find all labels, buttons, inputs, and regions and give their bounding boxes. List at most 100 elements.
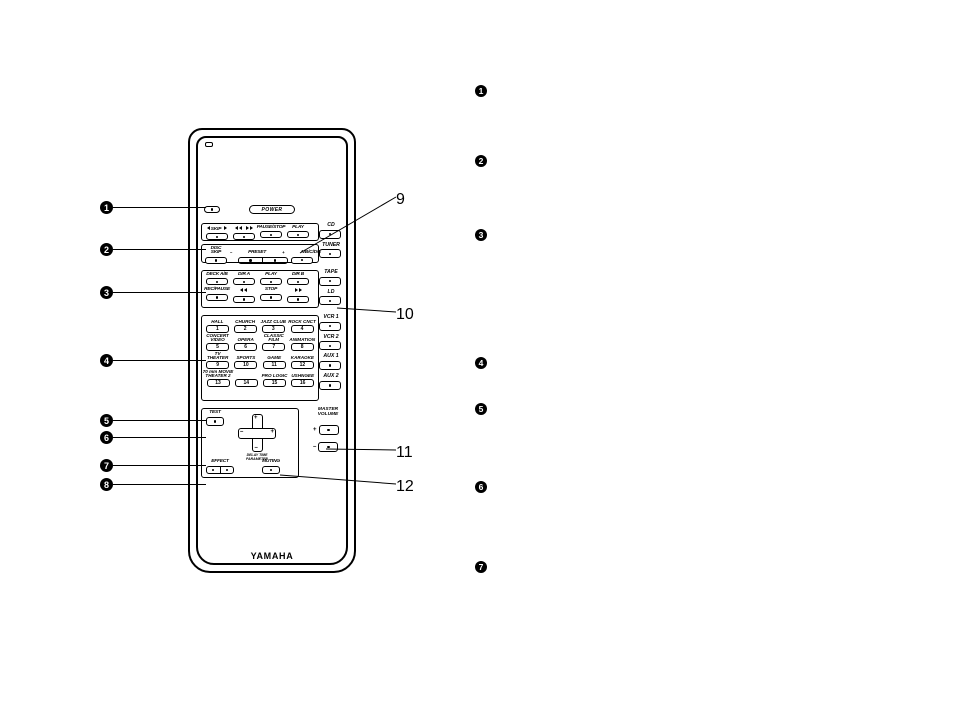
dir-a-button[interactable] xyxy=(233,278,255,285)
dsp-button-6[interactable]: 6 xyxy=(234,343,257,351)
dsp-button-8[interactable]: 8 xyxy=(291,343,314,351)
left-callout-8: 8 xyxy=(100,478,206,491)
dsp-button-15[interactable]: 15 xyxy=(263,379,286,387)
dir-b-label: DIR B xyxy=(292,273,304,278)
volume-down-button[interactable] xyxy=(318,442,338,452)
dpad-plus: + xyxy=(254,415,258,421)
remote-body: POWER SKIP PAUSE/STOP PLAY DISC SKIP – P… xyxy=(188,128,356,573)
effect-button-group xyxy=(206,466,234,474)
search-button[interactable] xyxy=(233,233,255,240)
tape-button[interactable] xyxy=(319,277,341,286)
dsp-label-3-0: 70 mm MOVIE THEATER 2 xyxy=(203,371,234,379)
left-callout-7: 7 xyxy=(100,459,206,472)
callout-number-6: 6 xyxy=(100,431,113,444)
power-row: POWER xyxy=(204,205,340,214)
dsp-side-button-1[interactable] xyxy=(319,341,341,350)
callout-number-3: 3 xyxy=(100,286,113,299)
right-col-callout-7: 7 xyxy=(475,561,487,573)
dsp-button-2[interactable]: 2 xyxy=(234,325,257,333)
dir-a-label: DIR A xyxy=(238,273,250,278)
callout-number-2: 2 xyxy=(100,243,113,256)
right-col-number-2: 2 xyxy=(475,155,487,167)
dsp-button-9[interactable]: 9 xyxy=(206,361,229,369)
cd-label: CD xyxy=(319,223,343,228)
vol-plus-icon: + xyxy=(313,427,317,433)
deck-ab-label: DECK A/B xyxy=(206,273,227,278)
right-col-number-3: 3 xyxy=(475,229,487,241)
preset-down-button[interactable] xyxy=(239,258,263,264)
effect-on-button[interactable] xyxy=(221,467,234,473)
cd-button[interactable] xyxy=(319,230,341,239)
ir-led-button[interactable] xyxy=(204,206,220,214)
dsp-label-1-2: CLASSIC FILM xyxy=(264,335,284,343)
ffwd-button[interactable] xyxy=(287,296,309,303)
dsp-side-label-1: VCR 2 xyxy=(319,335,343,340)
dsp-button-12[interactable]: 12 xyxy=(291,361,314,369)
stop-button[interactable] xyxy=(260,294,282,301)
tape-play-button[interactable] xyxy=(260,278,282,285)
left-callout-1: 1 xyxy=(100,201,206,214)
test-label: TEST xyxy=(209,411,220,416)
dsp-button-1[interactable]: 1 xyxy=(206,325,229,333)
dsp-label-1-0: CONCERT VIDEO xyxy=(206,335,229,343)
test-button[interactable] xyxy=(206,417,224,426)
left-callout-4: 4 xyxy=(100,354,206,367)
dsp-label-0-1: CHURCH xyxy=(235,317,255,325)
dsp-side-button-0[interactable] xyxy=(319,322,341,331)
ld-button[interactable] xyxy=(319,296,341,305)
rewind-button[interactable] xyxy=(233,296,255,303)
dsp-button-3[interactable]: 3 xyxy=(262,325,285,333)
abcde-label: A/B/C/D/E xyxy=(300,251,321,256)
dsp-section: HALL1CHURCH2JAZZ CLUB3ROCK CNCT4CONCERT … xyxy=(201,315,319,401)
play-button[interactable] xyxy=(287,231,309,238)
dsp-side-button-2[interactable] xyxy=(319,361,341,370)
dir-b-button[interactable] xyxy=(287,278,309,285)
muting-button[interactable] xyxy=(262,466,280,474)
rec-pause-label: REC/PAUSE xyxy=(204,288,230,293)
right-col-callout-5: 5 xyxy=(475,403,487,415)
dsp-button-16[interactable]: 16 xyxy=(291,379,314,387)
ld-label: LD xyxy=(319,290,343,295)
ir-window xyxy=(205,142,213,147)
tuner-label: TUNER xyxy=(319,243,343,248)
stop-label: STOP xyxy=(265,288,277,293)
dsp-label-2-0: TV THEATER xyxy=(207,353,228,361)
abcde-button[interactable] xyxy=(291,257,313,264)
preset-up-button[interactable] xyxy=(263,258,287,264)
dsp-button-10[interactable]: 10 xyxy=(234,361,257,369)
muting-label: MUTING xyxy=(262,460,280,465)
dsp-side-button-3[interactable] xyxy=(319,381,341,390)
right-col-callout-4: 4 xyxy=(475,357,487,369)
tuner-button[interactable] xyxy=(319,249,341,258)
skip-prev-button[interactable] xyxy=(206,233,228,240)
tape-side-col: TAPE LD xyxy=(319,270,343,305)
left-callout-3: 3 xyxy=(100,286,206,299)
callout-number-11: 11 xyxy=(396,444,413,462)
disc-skip-button[interactable] xyxy=(205,257,227,264)
deck-ab-button[interactable] xyxy=(206,278,228,285)
dsp-label-2-1: SPORTS xyxy=(236,353,255,361)
pause-stop-button[interactable] xyxy=(260,231,282,238)
volume-up-button[interactable] xyxy=(319,425,339,435)
dsp-button-5[interactable]: 5 xyxy=(206,343,229,351)
dsp-button-13[interactable]: 13 xyxy=(207,379,230,387)
dsp-label-0-2: JAZZ CLUB xyxy=(260,317,286,325)
dpad-right: + xyxy=(270,429,274,435)
tape-play-label: PLAY xyxy=(265,273,277,278)
vol-minus-icon: – xyxy=(313,444,316,450)
cd-side-col: CD TUNER xyxy=(319,223,343,258)
dsp-button-4[interactable]: 4 xyxy=(291,325,314,333)
power-button[interactable]: POWER xyxy=(249,205,295,214)
master-volume-col: MASTER VOLUME + – xyxy=(313,408,343,452)
dpad: + – – + DELAY TIMEPARAMETER xyxy=(238,414,276,452)
dsp-label-2-3: KARAOKE xyxy=(291,353,314,361)
dsp-button-11[interactable]: 11 xyxy=(263,361,286,369)
dsp-side-label-2: AUX 1 xyxy=(319,354,343,359)
effect-off-button[interactable] xyxy=(207,467,220,473)
rec-pause-button[interactable] xyxy=(206,294,228,301)
left-callout-6: 6 xyxy=(100,431,206,444)
right-col-callout-2: 2 xyxy=(475,155,487,167)
dsp-button-7[interactable]: 7 xyxy=(262,343,285,351)
left-callout-2: 2 xyxy=(100,243,206,256)
dsp-button-14[interactable]: 14 xyxy=(235,379,258,387)
